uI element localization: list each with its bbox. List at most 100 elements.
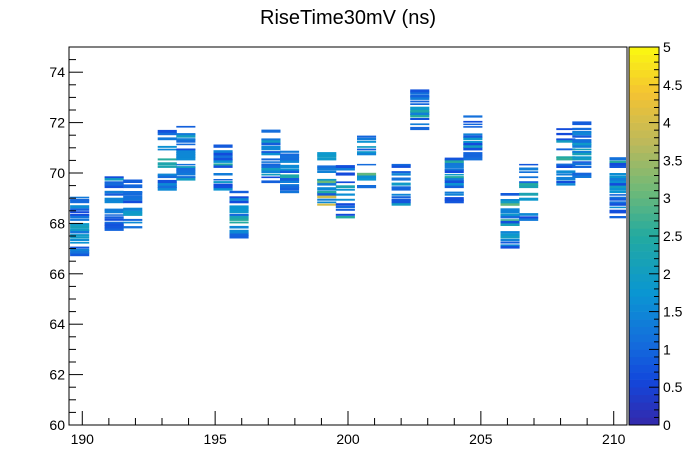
heatmap-cell — [70, 228, 90, 231]
heatmap-cell — [261, 164, 281, 168]
heatmap-cell — [317, 195, 337, 199]
heatmap-cell — [70, 223, 90, 226]
heatmap-cell — [609, 201, 626, 204]
heatmap-cell — [410, 111, 430, 116]
heatmap-cell — [261, 152, 281, 156]
heatmap-cell — [317, 187, 337, 191]
colorbar-band — [629, 364, 659, 373]
heatmap-cell — [123, 191, 143, 194]
heatmap-cell — [444, 177, 464, 181]
heatmap-cell — [104, 193, 124, 196]
heatmap-cell — [261, 167, 281, 171]
heatmap-cell — [261, 180, 281, 184]
heatmap-cell — [280, 187, 300, 191]
colorbar-tick-label: 0 — [663, 417, 671, 433]
heatmap-cell — [444, 180, 464, 183]
heatmap-cell — [104, 214, 124, 216]
colorbar-band — [629, 130, 659, 139]
colorbar-band — [629, 145, 659, 154]
heatmap-cell — [280, 184, 300, 186]
heatmap-cell — [176, 134, 196, 138]
heatmap-cell — [123, 179, 143, 183]
heatmap-cell — [261, 129, 281, 133]
heatmap-cell — [280, 164, 300, 168]
x-tick-label: 195 — [203, 431, 227, 447]
heatmap-cell — [176, 148, 196, 151]
heatmap-cell — [335, 188, 355, 191]
heatmap-cell — [123, 226, 143, 229]
heatmap-cell — [572, 157, 592, 161]
colorbar-band — [629, 190, 659, 199]
heatmap-cell — [444, 162, 464, 166]
heatmap-cell — [500, 245, 520, 249]
colorbar-band — [629, 334, 659, 343]
heatmap-cell — [500, 203, 520, 206]
heatmap-cell — [609, 180, 626, 184]
heatmap-cell — [609, 196, 626, 199]
heatmap-cell — [176, 149, 196, 153]
heatmap-cell — [500, 236, 520, 239]
colorbar-tick-label: 4 — [663, 115, 671, 131]
heatmap-cell — [556, 170, 576, 173]
heatmap-cell — [176, 172, 196, 176]
colorbar-band — [629, 167, 659, 176]
heatmap-cell — [463, 137, 483, 141]
heatmap-cell — [357, 163, 377, 166]
heatmap-cell — [556, 173, 576, 176]
heatmap-cell — [157, 186, 177, 191]
heatmap-cell — [176, 169, 196, 173]
heatmap-cell — [410, 95, 430, 98]
heatmap-cell — [572, 166, 592, 168]
heatmap-cell — [391, 186, 411, 189]
heatmap-cell — [444, 185, 464, 189]
heatmap-cell — [519, 213, 539, 216]
heatmap-cell — [70, 225, 90, 229]
heatmap-cell — [609, 197, 626, 201]
heatmap-cell — [261, 158, 281, 161]
heatmap-cell — [317, 154, 337, 158]
heatmap-cell — [463, 135, 483, 138]
colorbar-band — [629, 266, 659, 275]
heatmap-cell — [391, 171, 411, 173]
heatmap-cell — [519, 176, 539, 179]
heatmap-cell — [213, 179, 233, 181]
heatmap-cell — [391, 163, 411, 166]
heatmap-cell — [609, 157, 626, 161]
colorbar-band — [629, 54, 659, 63]
heatmap-cell — [609, 194, 626, 196]
colorbar-tick-label: 1.5 — [663, 304, 683, 320]
colorbar-band — [629, 258, 659, 267]
heatmap-cell — [123, 184, 143, 189]
colorbar-tick-label: 0.5 — [663, 379, 683, 395]
heatmap-cell — [157, 174, 177, 179]
heatmap-cell — [104, 177, 124, 181]
heatmap-cell — [104, 210, 124, 214]
heatmap-cell — [357, 151, 377, 153]
heatmap-cell — [176, 139, 196, 143]
heatmap-cell — [556, 139, 576, 143]
heatmap-cell — [357, 172, 377, 176]
colorbar-tick-label: 3.5 — [663, 152, 683, 168]
colorbar-band — [629, 273, 659, 282]
colorbar-band — [629, 387, 659, 396]
heatmap-cell — [357, 140, 377, 143]
heatmap-cell — [335, 198, 355, 201]
heatmap-cell — [609, 202, 626, 206]
heatmap-cell — [104, 176, 124, 179]
y-tick-label: 70 — [49, 165, 65, 181]
heatmap-cell — [500, 213, 520, 216]
heatmap-cell — [104, 190, 124, 194]
heatmap-cell — [500, 193, 520, 196]
colorbar-band — [629, 205, 659, 214]
heatmap-cell — [123, 207, 143, 211]
heatmap-cell — [213, 185, 233, 189]
heatmap-cell — [104, 227, 124, 231]
heatmap-cell — [335, 193, 355, 196]
heatmap-cell — [261, 161, 281, 163]
heatmap-cell — [280, 150, 300, 153]
colorbar-tick-label: 3 — [663, 190, 671, 206]
heatmap-cell — [500, 233, 520, 236]
heatmap-cell — [410, 100, 430, 103]
heatmap-cell — [104, 200, 124, 204]
heatmap-cell — [500, 208, 520, 211]
